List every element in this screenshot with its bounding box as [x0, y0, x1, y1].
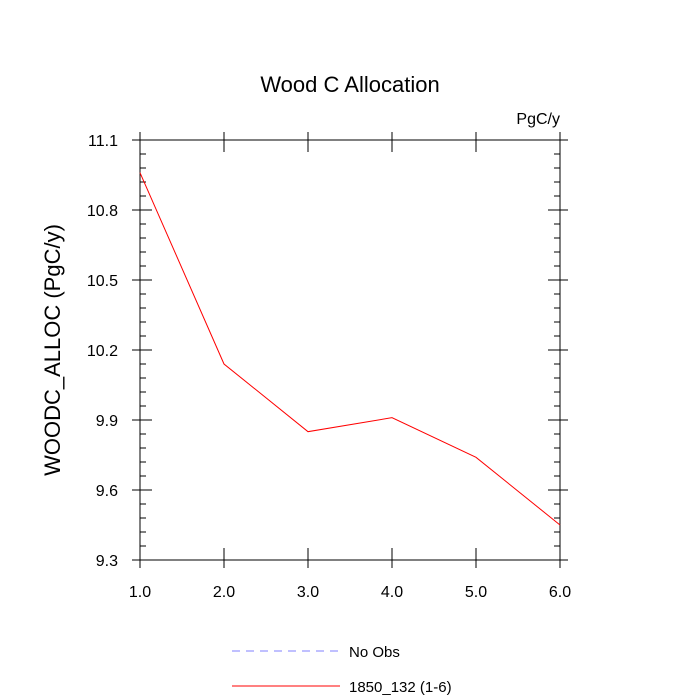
- x-tick-label: 1.0: [129, 584, 151, 601]
- y-tick-label: 9.6: [96, 483, 118, 500]
- y-axis-label: WOODC_ALLOC (PgC/y): [40, 224, 65, 476]
- x-tick-label: 5.0: [465, 584, 487, 601]
- units-label: PgC/y: [516, 111, 560, 128]
- y-tick-label: 10.5: [87, 273, 118, 290]
- x-tick-label: 3.0: [297, 584, 319, 601]
- y-tick-label: 9.3: [96, 553, 118, 570]
- plot-frame: [139, 139, 561, 561]
- y-tick-label: 11.1: [88, 133, 118, 150]
- legend-no-obs-label: No Obs: [349, 644, 400, 661]
- series-layer: [139, 172, 561, 526]
- x-tick-label: 4.0: [381, 584, 403, 601]
- x-tick-label: 6.0: [549, 584, 571, 601]
- y-tick-label: 9.9: [96, 413, 118, 430]
- chart-title: Wood C Allocation: [260, 72, 439, 97]
- x-tick-label: 2.0: [213, 584, 235, 601]
- legend: No Obs 1850_132 (1-6): [232, 644, 452, 696]
- y-tick-label: 10.8: [87, 203, 118, 220]
- legend-1850-132-label: 1850_132 (1-6): [349, 679, 452, 696]
- series-line-1850-132: [139, 172, 561, 526]
- y-tick-label: 10.2: [87, 343, 118, 360]
- axis-tick-labels: 1.0 2.0 3.0 4.0 5.0 6.0 9.3 9.6 9.9 10.2 10.5 10.8 1…: [87, 133, 571, 601]
- axis-ticks: [132, 132, 568, 568]
